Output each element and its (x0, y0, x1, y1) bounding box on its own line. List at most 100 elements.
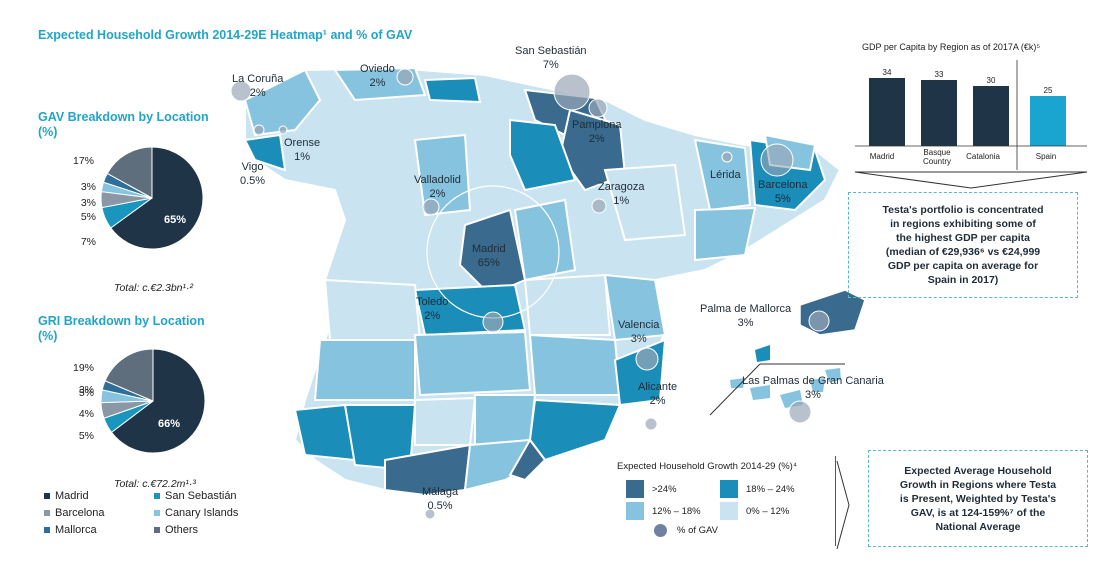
gdp-bar-value-0: 34 (883, 68, 892, 77)
legend-item-mallorca: Mallorca (44, 524, 97, 536)
gav-circle-malaga (424, 508, 436, 520)
region-cantabria (423, 76, 482, 104)
city-san-sebastian: San Sebastián 7% (515, 45, 587, 71)
hh-legend-gav: % of GAV (654, 524, 718, 537)
city-oviedo: Oviedo 2% (360, 63, 395, 89)
gav-label-sansebastian: 7% (80, 236, 96, 248)
region-ciudad-real (413, 330, 532, 397)
region-cordoba (414, 396, 477, 446)
gdp-bar-0 (869, 78, 905, 146)
hh-legend-item-gt24: >24% (626, 480, 677, 498)
legend-item-barcelona: Barcelona (44, 507, 105, 519)
region-zaragoza (603, 163, 687, 242)
region-valencia (603, 273, 667, 342)
city-madrid: Madrid 65% (472, 243, 506, 269)
gav-title: GAV Breakdown by Location (%) (38, 110, 209, 140)
gri-label-madrid: 66% (158, 418, 181, 430)
legend-swatch (44, 510, 50, 516)
pie-slice-others (106, 146, 153, 199)
region-malaga (384, 443, 472, 497)
legend-item-madrid: Madrid (44, 490, 89, 502)
gav-label-barcelona: 5% (80, 211, 96, 223)
gav-circle-vigo (253, 124, 265, 136)
gdp-cat-basque: Basque Country (922, 148, 951, 166)
legend-swatch (154, 493, 160, 499)
city-zaragoza: Zaragoza 1% (598, 181, 645, 207)
pie-slice-madrid (110, 146, 204, 250)
household-insight-text: Expected Average Household Growth in Reg… (899, 464, 1057, 533)
gri-total: Total: c.€72.2m¹·³ (114, 478, 196, 490)
city-valencia: Valencia 3% (618, 319, 660, 345)
hh-swatch (626, 480, 644, 498)
gri-label-others: 19% (72, 362, 94, 374)
gdp-insight-text: Testa's portfolio is concentrated in reg… (882, 204, 1044, 286)
city-lerida: Lérida (710, 169, 741, 181)
region-caceres (323, 278, 422, 341)
region-cuenca (523, 273, 612, 336)
gri-label-mallorca: 3% (78, 384, 94, 396)
gav-circle-icon (654, 524, 667, 537)
island-canary-2 (750, 385, 770, 400)
gav-circle-toledo (482, 311, 504, 333)
page-title: Expected Household Growth 2014-29E Heatm… (38, 28, 413, 42)
gav-pie-chart (100, 146, 204, 250)
chevron-right-icon (836, 460, 850, 550)
legend-item-san-sebastian: San Sebastián (154, 490, 237, 502)
gav-circle-canary (788, 400, 812, 424)
gav-title-line2: (%) (38, 125, 58, 139)
city-la-coruna: La Coruña 2% (232, 73, 284, 99)
gav-total: Total: c.€2.3bn¹·² (114, 282, 193, 294)
city-malaga: Málaga 0.5% (422, 486, 459, 512)
gdp-chart-title: GDP per Capita by Region as of 2017A (€k… (862, 42, 1041, 52)
region-jaen (474, 394, 537, 447)
region-lerida (693, 138, 752, 212)
gav-circle-barcelona (760, 143, 794, 177)
gdp-insight-box: Testa's portfolio is concentrated in reg… (848, 192, 1078, 298)
gav-circle-oviedo (396, 68, 414, 86)
legend-swatch (44, 527, 50, 533)
gav-circle-valladolid (422, 198, 440, 216)
gav-title-line1: GAV Breakdown by Location (38, 110, 209, 124)
hh-legend-item-18-24: 18% – 24% (720, 480, 795, 498)
legend-swatch (154, 527, 160, 533)
gri-label-canary: 4% (78, 408, 94, 420)
region-murcia (528, 398, 622, 462)
gav-circle-alicante (644, 417, 658, 431)
chevron-down-icon (855, 171, 1088, 189)
region-albacete (528, 333, 622, 396)
gdp-bar-value-2: 30 (987, 76, 996, 85)
city-pamplona: Pamplona 2% (572, 119, 622, 145)
hh-legend-title: Expected Household Growth 2014-29 (%)⁴ (617, 461, 797, 472)
gav-circle-sansebastian (553, 73, 591, 111)
pie-slice-others (104, 348, 154, 402)
gav-label-mallorca: 3% (80, 181, 96, 193)
region-badajoz (313, 339, 416, 401)
island-canary-1 (730, 378, 745, 388)
gdp-cat-spain: Spain (1035, 152, 1057, 161)
gdp-bar-1 (921, 80, 957, 146)
gav-circle-orense (278, 125, 288, 135)
region-burgos (509, 118, 577, 192)
hh-swatch (626, 502, 644, 520)
legend-item-others: Others (154, 524, 198, 536)
canary-separator-diag (709, 363, 761, 416)
island-ibiza (755, 345, 770, 362)
gav-circle-pamplona (588, 98, 608, 118)
gav-label-others: 17% (72, 155, 94, 167)
hh-swatch (720, 480, 738, 498)
gdp-bar-2 (973, 86, 1009, 146)
gav-label-canary: 3% (80, 197, 96, 209)
gri-label-sansebastian: 5% (78, 387, 94, 399)
city-alicante: Alicante 2% (638, 381, 678, 407)
hh-legend-item-12-18: 12% – 18% (626, 502, 701, 520)
region-galicia-south (243, 133, 287, 172)
city-palma: Palma de Mallorca 3% (700, 303, 792, 329)
gav-circle-zaragoza (591, 198, 607, 214)
legend-swatch (44, 493, 50, 499)
gri-label-barcelona: 5% (78, 430, 94, 442)
gav-circle-mallorca (808, 310, 830, 332)
pie-slice-madrid (110, 348, 206, 454)
hh-legend-item-0-12: 0% – 12% (720, 502, 789, 520)
city-valladolid: Valladolid 2% (414, 174, 461, 200)
gav-circle-valencia (635, 347, 659, 371)
